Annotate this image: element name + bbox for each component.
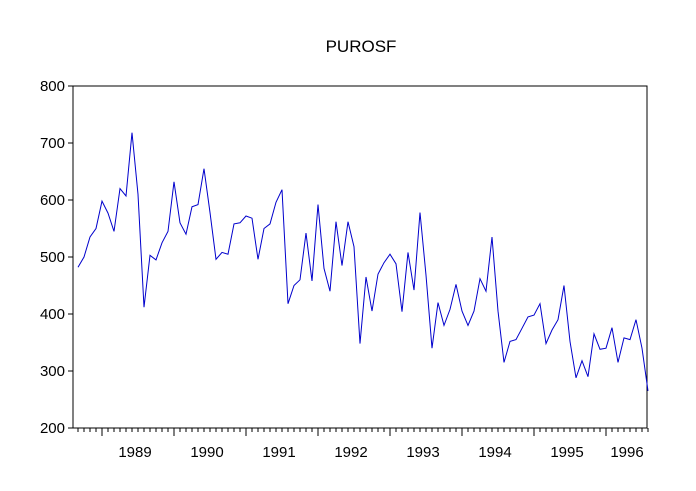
y-tick-label: 500 bbox=[40, 249, 65, 266]
y-axis: 200 300 400 500 600 700 800 bbox=[40, 78, 73, 437]
chart-title: PUROSF bbox=[326, 37, 397, 56]
plot-frame bbox=[72, 85, 648, 429]
series-group bbox=[77, 132, 649, 391]
x-tick-label: 1989 bbox=[118, 444, 151, 461]
y-tick-label: 200 bbox=[40, 420, 65, 437]
x-tick-label: 1990 bbox=[190, 444, 223, 461]
y-tick-label: 600 bbox=[40, 192, 65, 209]
x-tick-label: 1994 bbox=[478, 444, 511, 461]
y-tick-label: 400 bbox=[40, 306, 65, 323]
y-tick-label: 700 bbox=[40, 135, 65, 152]
series-line bbox=[77, 132, 649, 391]
y-tick-label: 800 bbox=[40, 78, 65, 95]
x-axis: 1989 1990 1991 1992 1993 1994 1995 1996 bbox=[77, 428, 649, 461]
x-tick-label: 1995 bbox=[550, 444, 583, 461]
x-tick-label: 1996 bbox=[610, 444, 643, 461]
x-tick-label: 1991 bbox=[262, 444, 295, 461]
x-tick-label: 1993 bbox=[406, 444, 439, 461]
y-tick-label: 300 bbox=[40, 363, 65, 380]
x-tick-label: 1992 bbox=[334, 444, 367, 461]
